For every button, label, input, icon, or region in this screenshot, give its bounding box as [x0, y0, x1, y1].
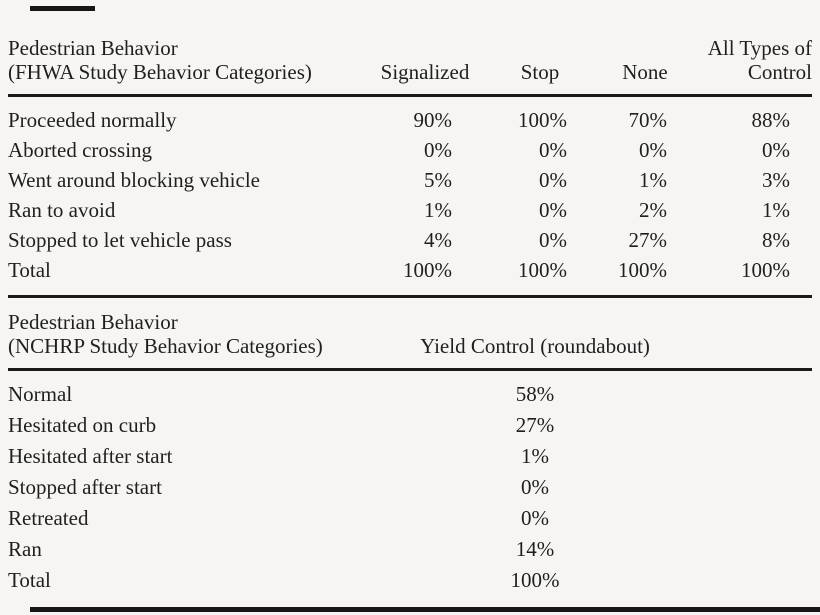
fhwa-header-row: Pedestrian Behavior (FHWA Study Behavior… [8, 36, 812, 97]
table-row: Ran 14% [8, 534, 812, 565]
cell-spacer [700, 534, 812, 565]
nchrp-header-row: Pedestrian Behavior (NCHRP Study Behavio… [8, 310, 812, 371]
cell-value: 0% [539, 197, 567, 222]
bottom-rule-fragment [30, 607, 820, 612]
row-label: Total [8, 255, 370, 298]
table-row: Stopped after start 0% [8, 472, 812, 503]
cell-value: 27% [628, 227, 668, 252]
row-label: Went around blocking vehicle [8, 167, 260, 192]
cell-value: 5% [424, 167, 452, 192]
row-label: Stopped to let vehicle pass [8, 227, 232, 252]
table-row: Normal 58% [8, 370, 812, 411]
row-label: Total [8, 568, 51, 592]
row-label: Aborted crossing [8, 137, 153, 162]
cell-value: 0% [539, 227, 567, 252]
cell-value: 1% [762, 197, 790, 222]
cell-spacer [700, 565, 812, 596]
cell-spacer [700, 370, 812, 411]
row-label: Hesitated on curb [8, 413, 157, 437]
cell-value: 0% [762, 137, 790, 162]
nchrp-behavior-table: Pedestrian Behavior (NCHRP Study Behavio… [8, 310, 812, 596]
cell-value: 8% [762, 227, 790, 252]
table-row: Ran to avoid 1% 0% 2% 1% [8, 195, 812, 225]
cell-value: 90% [413, 107, 453, 132]
table-row: Aborted crossing 0% 0% 0% 0% [8, 135, 812, 165]
cell-value: 2% [639, 197, 667, 222]
cell-value: 88% [751, 107, 791, 132]
column-header-none: None [600, 36, 690, 97]
cell-value: 100% [600, 255, 690, 298]
row-label: Normal [8, 382, 73, 406]
total-row: Total 100% 100% 100% 100% [8, 255, 812, 298]
row-label: Retreated [8, 506, 89, 530]
row-label: Ran to avoid [8, 197, 116, 222]
fhwa-header-label-line2: (FHWA Study Behavior Categories) [8, 60, 312, 84]
cell-value: 0% [639, 137, 667, 162]
cell-value: 100% [518, 107, 567, 132]
cell-value: 1% [424, 197, 452, 222]
nchrp-header-label: Pedestrian Behavior (NCHRP Study Behavio… [8, 310, 370, 371]
row-label: Ran [8, 537, 42, 561]
table-row: Went around blocking vehicle 5% 0% 1% 3% [8, 165, 812, 195]
column-header-signalized: Signalized [370, 36, 480, 97]
cell-value: 14% [515, 537, 555, 561]
cell-value: 1% [521, 444, 549, 468]
cell-value: 100% [370, 255, 480, 298]
cell-value: 70% [628, 107, 668, 132]
cell-value: 100% [690, 255, 812, 298]
cell-value: 0% [521, 506, 549, 530]
fhwa-header-label: Pedestrian Behavior (FHWA Study Behavior… [8, 36, 370, 97]
top-rule-fragment [30, 6, 95, 11]
cell-spacer [700, 503, 812, 534]
cell-value: 100% [510, 568, 560, 592]
nchrp-header-label-line2: (NCHRP Study Behavior Categories) [8, 334, 323, 358]
cell-value: 0% [539, 167, 567, 192]
cell-spacer [700, 472, 812, 503]
total-row: Total 100% [8, 565, 812, 596]
column-header-all-types: All Types of Control [690, 36, 812, 97]
header-spacer [700, 310, 812, 371]
table-row: Proceeded normally 90% 100% 70% 88% [8, 96, 812, 136]
cell-value: 0% [424, 137, 452, 162]
fhwa-behavior-table: Pedestrian Behavior (FHWA Study Behavior… [8, 36, 812, 298]
cell-value: 100% [480, 255, 600, 298]
cell-spacer [700, 410, 812, 441]
column-header-stop: Stop [480, 36, 600, 97]
cell-spacer [700, 441, 812, 472]
nchrp-header-label-line1: Pedestrian Behavior [8, 310, 178, 334]
table-row: Retreated 0% [8, 503, 812, 534]
cell-value: 58% [515, 382, 555, 406]
table-row: Hesitated after start 1% [8, 441, 812, 472]
cell-value: 1% [639, 167, 667, 192]
cell-value: 0% [521, 475, 549, 499]
table-row: Stopped to let vehicle pass 4% 0% 27% 8% [8, 225, 812, 255]
column-header-yield-control: Yield Control (roundabout) [370, 310, 700, 371]
cell-value: 27% [515, 413, 555, 437]
cell-value: 3% [762, 167, 790, 192]
cell-value: 0% [539, 137, 567, 162]
fhwa-header-label-line1: Pedestrian Behavior [8, 36, 178, 60]
row-label: Proceeded normally [8, 107, 177, 132]
cell-value: 4% [424, 227, 452, 252]
row-label: Stopped after start [8, 475, 162, 499]
table-row: Hesitated on curb 27% [8, 410, 812, 441]
row-label: Hesitated after start [8, 444, 173, 468]
